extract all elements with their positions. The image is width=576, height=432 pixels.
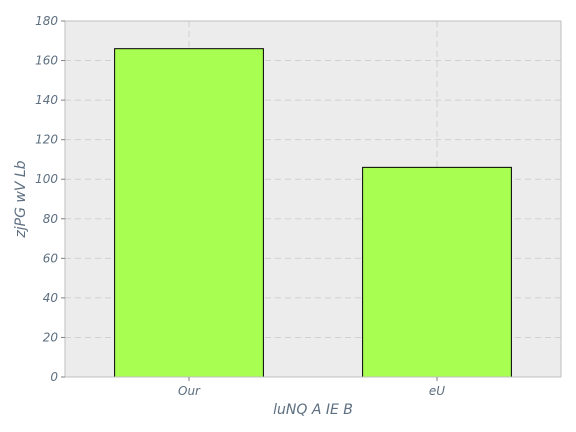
bar-eU xyxy=(362,166,512,378)
y-axis-title: zjPG wV Lb xyxy=(13,160,29,238)
y-tick-label: 40 xyxy=(43,291,59,305)
bar-Our xyxy=(114,48,264,378)
y-tick-label: 60 xyxy=(43,251,59,265)
x-tick-label: eU xyxy=(429,384,445,398)
y-tick-label: 140 xyxy=(35,93,58,107)
y-tick-label: 0 xyxy=(50,370,58,384)
y-tick-label: 180 xyxy=(35,14,58,28)
plot-border xyxy=(64,20,562,378)
y-tick-label: 80 xyxy=(43,212,59,226)
y-tick-label: 120 xyxy=(35,133,58,147)
y-tick-label: 20 xyxy=(43,330,59,344)
y-tick-label: 100 xyxy=(35,172,58,186)
x-axis-ticks: Our eU xyxy=(178,377,445,398)
x-tick-label: Our xyxy=(178,384,201,398)
x-axis-title: luNQ A IE B xyxy=(273,402,353,418)
y-tick-label: 160 xyxy=(35,54,58,68)
y-axis-ticks: 0 20 40 60 80 100 120 140 160 180 xyxy=(35,14,65,384)
